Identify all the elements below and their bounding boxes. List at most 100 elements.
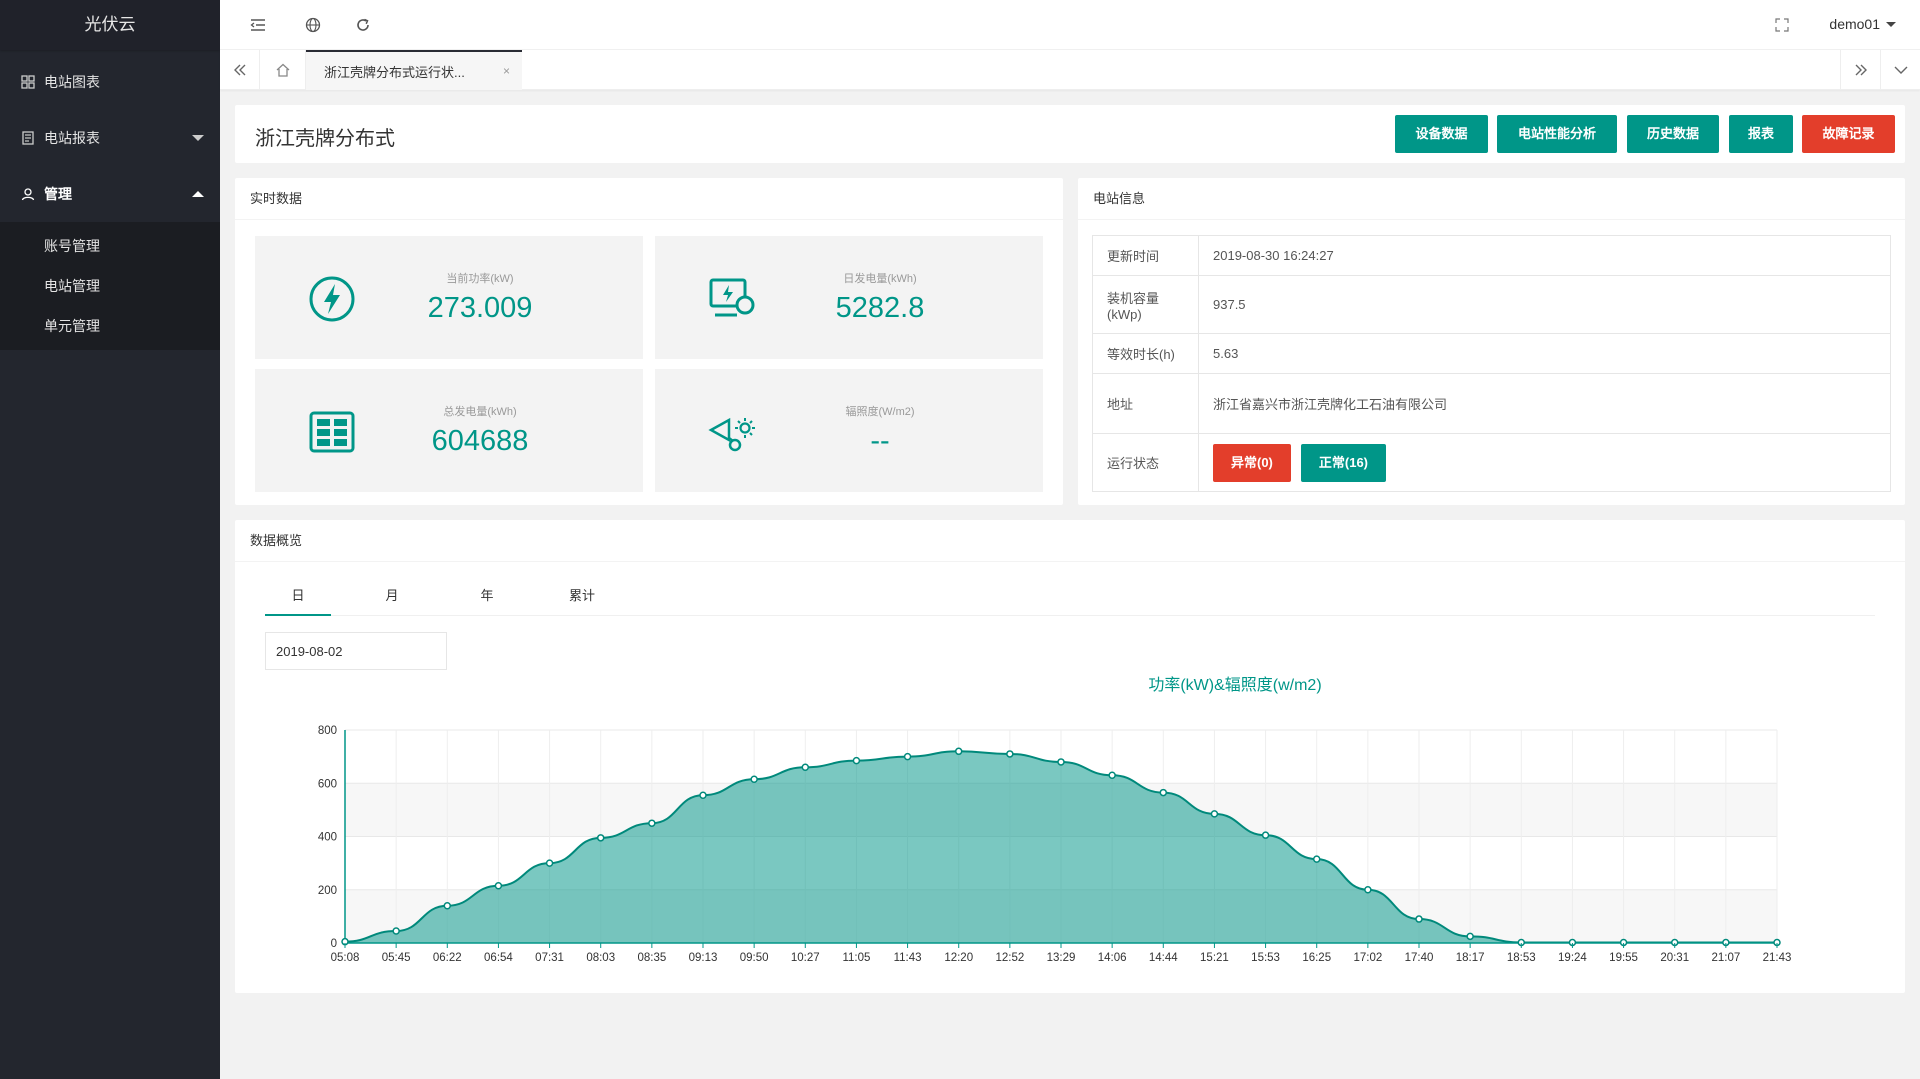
stat-value: 604688 [431, 425, 529, 457]
data-point [494, 882, 503, 890]
tabs-scroll-right-icon[interactable] [1840, 50, 1880, 90]
submenu-item-stations[interactable]: 电站管理 [44, 278, 100, 294]
y-tick-label: 0 [331, 938, 337, 950]
sidebar-item-station-reports[interactable]: 电站报表 [0, 110, 220, 166]
data-point [852, 756, 861, 765]
data-point [954, 747, 963, 756]
card-heading: 电站信息 [1078, 178, 1905, 220]
tab-month[interactable]: 月 [385, 588, 399, 603]
tabs-scroll-left-icon[interactable] [220, 50, 260, 90]
sidebar-item-label: 电站报表 [44, 130, 100, 146]
page-header-card: 浙江壳牌分布式 设备数据 电站性能分析 历史数据 报表 故障记录 [235, 105, 1905, 163]
fault-record-button[interactable]: 故障记录 [1802, 115, 1895, 153]
x-tick-label: 19:55 [1609, 952, 1638, 964]
x-tick-label: 21:07 [1711, 952, 1740, 964]
data-point [1006, 750, 1014, 758]
table-row: 运行状态 异常(0) 正常(16) [1092, 433, 1891, 492]
x-tick-label: 10:27 [791, 952, 820, 964]
fullscreen-icon[interactable] [1772, 15, 1792, 35]
data-point [545, 859, 554, 867]
abnormal-status-button[interactable]: 异常(0) [1213, 443, 1291, 482]
username: demo01 [1829, 16, 1880, 32]
tab-year[interactable]: 年 [480, 588, 494, 603]
power-irradiance-chart: 0 200 400 600 800 05:08 05:45 06:22 06:54 07:31 08… [318, 725, 1792, 964]
tab-day[interactable]: 日 [265, 576, 331, 616]
info-key: 装机容量(kWp) [1092, 275, 1199, 334]
info-value: 2019-08-30 16:24:27 [1198, 235, 1891, 276]
stat-current-power: 当前功率(kW) 273.009 [255, 236, 643, 359]
user-icon [20, 186, 36, 202]
info-key: 更新时间 [1092, 235, 1199, 276]
user-menu[interactable]: demo01 [1829, 16, 1896, 32]
menu-collapse-icon[interactable] [248, 15, 268, 35]
data-point [1210, 810, 1219, 818]
stat-value: -- [870, 425, 890, 457]
x-tick-label: 13:29 [1047, 952, 1076, 964]
data-point [1466, 932, 1474, 941]
normal-status-button[interactable]: 正常(16) [1300, 443, 1387, 482]
sidebar-item-management[interactable]: 管理 [0, 166, 220, 222]
x-tick-label: 09:50 [740, 952, 769, 964]
x-tick-label: 11:05 [842, 952, 870, 964]
card-heading: 实时数据 [235, 178, 1063, 220]
submenu-item-units[interactable]: 单元管理 [44, 318, 100, 334]
info-value: 937.5 [1198, 275, 1891, 334]
tabs-menu-chevron-down-icon[interactable] [1880, 50, 1920, 90]
info-value: 5.63 [1198, 333, 1891, 374]
station-info-table: 更新时间 2019-08-30 16:24:27 装机容量(kWp) 937.5… [1092, 235, 1891, 492]
stat-label: 日发电量(kWh) [843, 273, 917, 285]
data-point [1159, 788, 1168, 797]
tab-cumulative[interactable]: 累计 [568, 588, 595, 603]
data-point [1057, 758, 1065, 766]
history-data-button[interactable]: 历史数据 [1627, 115, 1719, 153]
x-tick-label: 05:08 [331, 952, 360, 964]
x-tick-label: 12:52 [995, 952, 1024, 964]
data-point [1108, 771, 1116, 780]
chevron-up-icon [192, 191, 204, 197]
page-title: 浙江壳牌分布式 [255, 128, 395, 150]
y-tick-label: 200 [318, 885, 337, 897]
x-tick-label: 17:40 [1405, 952, 1434, 964]
globe-icon[interactable] [303, 15, 323, 35]
series-area [345, 751, 1777, 943]
data-point [648, 819, 656, 827]
x-tick-label: 14:06 [1098, 952, 1127, 964]
chevron-down-icon [192, 135, 204, 141]
caret-down-icon [1886, 21, 1896, 27]
data-point [1364, 886, 1372, 894]
sidebar-item-station-charts[interactable]: 电站图表 [0, 54, 220, 110]
table-row: 装机容量(kWp) 937.5 [1092, 275, 1891, 334]
submenu-item-accounts[interactable]: 账号管理 [44, 238, 100, 254]
x-tick-label: 08:35 [637, 952, 666, 964]
stat-label: 总发电量(kWh) [443, 406, 517, 418]
refresh-icon[interactable] [353, 15, 373, 35]
close-icon[interactable]: × [502, 64, 510, 78]
x-tick-label: 21:43 [1763, 952, 1792, 964]
data-point [1415, 915, 1423, 923]
stat-value: 273.009 [427, 292, 533, 324]
period-tabs: 日 月 年 累计 [265, 576, 1875, 616]
y-tick-label: 800 [318, 725, 337, 737]
info-key: 地址 [1092, 373, 1199, 434]
home-icon[interactable] [260, 50, 306, 90]
performance-analysis-button[interactable]: 电站性能分析 [1497, 115, 1617, 153]
app-logo: 光伏云 [0, 0, 220, 50]
x-tick-label: 19:24 [1558, 952, 1587, 964]
stat-label: 当前功率(kW) [446, 273, 514, 285]
data-point [903, 752, 912, 761]
data-point [750, 775, 758, 784]
date-input[interactable] [265, 632, 447, 670]
y-tick-label: 600 [318, 778, 337, 790]
x-tick-label: 18:17 [1456, 952, 1485, 964]
chart-title: 功率(kW)&辐照度(w/m2) [1148, 677, 1322, 694]
x-tick-label: 12:20 [944, 952, 973, 964]
table-row: 更新时间 2019-08-30 16:24:27 [1092, 235, 1891, 276]
x-tick-label: 20:31 [1660, 952, 1689, 964]
monitor-icon [707, 274, 757, 324]
x-tick-label: 06:22 [433, 952, 462, 964]
stat-irradiance: 辐照度(W/m2) -- [655, 369, 1043, 492]
report-button[interactable]: 报表 [1729, 115, 1793, 153]
sidebar-item-label: 电站图表 [44, 74, 100, 90]
tab-station-status[interactable]: 浙江壳牌分布式运行状... × [306, 50, 522, 90]
device-data-button[interactable]: 设备数据 [1395, 115, 1488, 153]
